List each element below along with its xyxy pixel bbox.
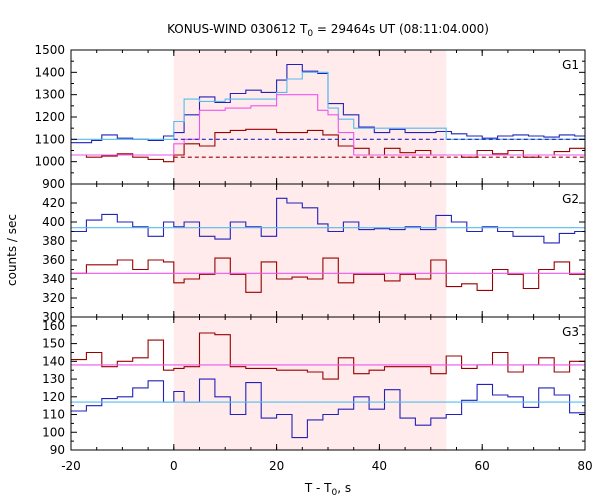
y-tick-label: 1500 xyxy=(34,43,65,57)
panel-g3: 90 100 110 120 130 140 150 160 G3 xyxy=(42,316,586,457)
y-tick-label: 140 xyxy=(42,354,65,368)
panel-g1: 900 1000 1100 1200 1300 1400 1500 G1 xyxy=(34,43,586,191)
y-tick-label: 360 xyxy=(42,253,65,267)
series-red-step-0 xyxy=(71,332,586,380)
y-tick-label: 380 xyxy=(42,234,65,248)
x-tick-label: 60 xyxy=(475,459,490,473)
burst-interval-shade xyxy=(173,317,447,450)
x-tick-label: 40 xyxy=(372,459,387,473)
y-tick-label: 90 xyxy=(50,443,65,457)
y-axis-label: counts / sec xyxy=(5,214,19,286)
y-tick-label: 1100 xyxy=(34,132,65,146)
panel-label: G2 xyxy=(562,192,579,206)
y-tick-label: 1000 xyxy=(34,155,65,169)
y-tick-label: 150 xyxy=(42,337,65,351)
y-tick-label: 130 xyxy=(42,372,65,386)
x-tick-label: 0 xyxy=(170,459,178,473)
series-cyan-step-2 xyxy=(71,71,585,140)
series-blue-step-0 xyxy=(71,63,586,144)
y-tick-label: 120 xyxy=(42,390,65,404)
y-tick-label: 340 xyxy=(42,272,65,286)
series-pink-step-3 xyxy=(71,94,585,156)
y-tick-label: 1400 xyxy=(34,65,65,79)
panel-label: G3 xyxy=(562,325,579,339)
series-red-step-1 xyxy=(71,128,586,163)
series-blue-step-0 xyxy=(71,197,586,244)
y-tick-label: 320 xyxy=(42,291,65,305)
panel-g2: 300 320 340 360 380 400 420 G2 xyxy=(42,183,586,324)
y-tick-label: 1300 xyxy=(34,88,65,102)
y-tick-label: 1200 xyxy=(34,110,65,124)
series-blue-step-1 xyxy=(71,378,586,439)
series-red-step-1 xyxy=(71,257,586,293)
x-axis-label: T - T0, s xyxy=(304,481,351,498)
panel-label: G1 xyxy=(562,58,579,72)
y-tick-label: 300 xyxy=(42,310,65,324)
y-tick-label: 160 xyxy=(42,319,65,333)
burst-interval-shade xyxy=(173,184,447,317)
y-tick-label: 420 xyxy=(42,196,65,210)
x-tick-label: -20 xyxy=(61,459,81,473)
burst-interval-shade xyxy=(173,50,447,184)
x-tick-label: 20 xyxy=(269,459,284,473)
y-tick-label: 100 xyxy=(42,425,65,439)
chart-title: KONUS-WIND 030612 T0 = 29464s UT (08:11:… xyxy=(167,22,489,39)
x-tick-label: 80 xyxy=(577,459,592,473)
y-tick-label: 900 xyxy=(42,177,65,191)
y-tick-label: 400 xyxy=(42,215,65,229)
y-tick-label: 110 xyxy=(42,408,65,422)
